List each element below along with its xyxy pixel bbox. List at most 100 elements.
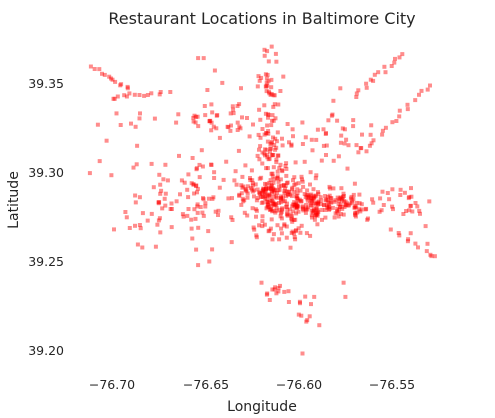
restaurant-point [359,202,364,207]
restaurant-point [338,86,343,91]
restaurant-point [193,216,198,221]
restaurant-point [197,175,202,180]
restaurant-point [272,202,277,207]
restaurant-point [310,215,314,220]
restaurant-point [267,180,272,185]
restaurant-point [275,191,280,196]
restaurant-point [323,208,328,212]
x-tick-label: −76.65 [183,377,229,392]
restaurant-point [339,133,344,138]
restaurant-point [382,64,387,69]
restaurant-point [296,181,301,186]
restaurant-point [242,210,247,215]
restaurant-point [293,229,298,234]
restaurant-point [326,200,331,205]
restaurant-point [255,84,260,89]
restaurant-point [432,254,437,259]
restaurant-point [292,190,297,195]
restaurant-point [273,147,278,152]
restaurant-point [290,204,295,209]
restaurant-point [233,169,238,174]
restaurant-point [243,163,248,168]
restaurant-point [266,202,270,207]
restaurant-point [313,193,318,198]
restaurant-point [211,195,216,200]
restaurant-point [181,214,186,219]
restaurant-point [292,175,297,180]
restaurant-point [280,169,285,174]
restaurant-point [239,86,243,91]
restaurant-point [271,200,276,205]
restaurant-point [196,56,201,61]
restaurant-point [429,254,434,259]
restaurant-point [286,289,291,294]
restaurant-point [195,202,200,207]
restaurant-point [266,113,271,117]
restaurant-point [356,88,361,93]
restaurant-point [288,245,293,250]
restaurant-point [269,182,274,187]
restaurant-point [270,113,275,118]
restaurant-point [212,68,217,73]
restaurant-point [316,202,321,207]
restaurant-point [296,204,301,209]
restaurant-point [257,157,262,162]
restaurant-point [209,120,214,125]
restaurant-point [276,153,281,158]
restaurant-point [278,162,283,167]
restaurant-point [394,119,399,123]
restaurant-point [274,160,279,165]
restaurant-point [208,118,213,123]
restaurant-point [274,205,279,210]
restaurant-point [278,196,283,201]
restaurant-point [325,202,330,207]
restaurant-point [260,214,265,219]
restaurant-point [387,197,392,202]
restaurant-point [279,209,284,214]
restaurant-point [207,119,212,124]
restaurant-point [270,287,275,292]
restaurant-point [294,211,299,216]
restaurant-point [401,212,406,216]
restaurant-point [284,224,289,229]
restaurant-point [109,173,114,178]
restaurant-point [407,195,412,199]
restaurant-point [278,89,283,93]
restaurant-point [323,215,328,220]
restaurant-point [192,191,197,196]
restaurant-point [325,204,330,209]
restaurant-point [299,198,304,203]
restaurant-point [315,208,320,213]
restaurant-point [306,194,311,199]
restaurant-point [209,128,214,133]
restaurant-point [335,209,340,214]
restaurant-point [311,187,316,192]
restaurant-point [104,138,109,143]
restaurant-point [275,195,280,200]
restaurant-point [341,194,346,199]
restaurant-point [237,193,242,198]
restaurant-point [243,187,248,192]
restaurant-point [241,199,246,204]
restaurant-point [336,154,341,159]
restaurant-point [163,191,168,196]
restaurant-point [282,183,286,188]
restaurant-point [338,212,343,216]
restaurant-point [302,192,307,196]
restaurant-point [277,201,281,205]
restaurant-point [304,206,309,211]
restaurant-point [119,82,124,87]
restaurant-point [383,125,388,130]
restaurant-point [351,192,356,197]
restaurant-point [259,200,264,205]
restaurant-point [388,227,393,232]
restaurant-point [205,88,210,92]
restaurant-point [359,207,364,212]
restaurant-point [377,209,382,214]
restaurant-point [263,192,268,197]
restaurant-point [318,202,323,206]
restaurant-point [228,111,233,116]
restaurant-point [112,96,117,101]
restaurant-point [258,135,263,140]
restaurant-point [416,245,420,250]
